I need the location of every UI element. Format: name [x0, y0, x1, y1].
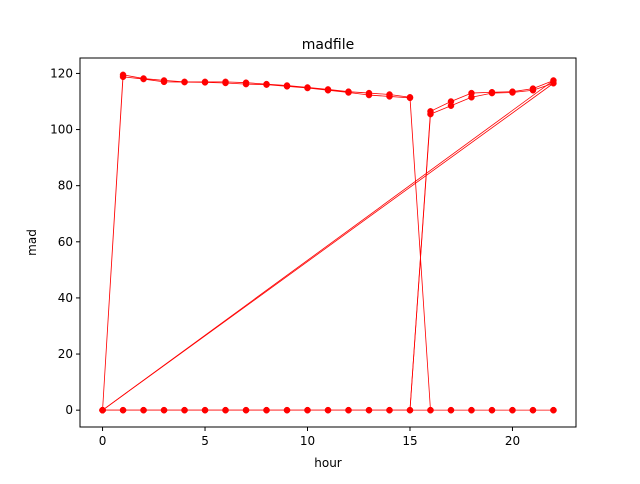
data-point [304, 406, 311, 414]
data-point [386, 93, 393, 100]
data-point [119, 406, 127, 414]
y-tick-label: 100 [50, 123, 73, 137]
data-point [222, 406, 229, 414]
data-point [550, 80, 557, 87]
y-tick-label: 60 [58, 235, 73, 249]
data-point [427, 110, 434, 118]
data-point [304, 84, 311, 92]
data-point [263, 81, 270, 88]
data-point [119, 73, 127, 81]
y-tick-label: 20 [58, 347, 73, 361]
data-point [160, 78, 168, 86]
data-point [140, 406, 147, 414]
data-point [99, 406, 106, 414]
data-point [427, 406, 434, 414]
data-point [181, 78, 188, 86]
data-point [468, 94, 475, 101]
data-point [263, 406, 270, 414]
data-point [386, 406, 393, 414]
y-axis-label: mad [25, 229, 39, 256]
data-point [283, 83, 291, 90]
data-point [406, 406, 414, 414]
data-point [181, 406, 188, 414]
series-line-2 [102, 82, 554, 411]
data-point [488, 89, 496, 97]
data-point [468, 406, 475, 414]
data-point [365, 406, 373, 414]
data-point [345, 406, 352, 414]
y-tick-label: 80 [58, 179, 73, 193]
data-point [160, 406, 168, 414]
data-point [201, 79, 209, 86]
x-tick-label: 15 [402, 434, 417, 448]
y-tick-label: 40 [58, 291, 73, 305]
x-tick-label: 10 [300, 434, 315, 448]
series-layer [99, 71, 557, 414]
x-axis-label: hour [314, 456, 342, 470]
data-point [406, 94, 414, 102]
y-tick-label: 120 [50, 66, 73, 80]
x-tick-label: 20 [505, 434, 520, 448]
data-point [447, 406, 455, 414]
data-point [509, 89, 516, 96]
data-point [201, 406, 209, 414]
data-point [283, 406, 291, 414]
data-point [447, 102, 455, 109]
data-point [529, 87, 537, 94]
data-point [509, 406, 516, 414]
data-point [242, 80, 250, 88]
data-point [529, 406, 537, 414]
data-point [140, 75, 147, 83]
data-point [324, 406, 332, 414]
data-point [488, 406, 496, 414]
x-axis-ticks: 0 5 10 15 20 [99, 427, 520, 448]
data-point [324, 87, 332, 94]
data-point [365, 91, 373, 99]
data-point [550, 406, 557, 414]
data-point [345, 89, 352, 96]
data-point [222, 79, 229, 87]
x-tick-label: 0 [99, 434, 107, 448]
chart-title: madfile [302, 37, 354, 53]
x-tick-label: 5 [201, 434, 209, 448]
y-axis-ticks: 0 20 40 60 80 100 120 [50, 66, 80, 417]
data-point [242, 406, 250, 414]
axes-frame [79, 57, 577, 428]
y-tick-label: 0 [65, 403, 73, 417]
